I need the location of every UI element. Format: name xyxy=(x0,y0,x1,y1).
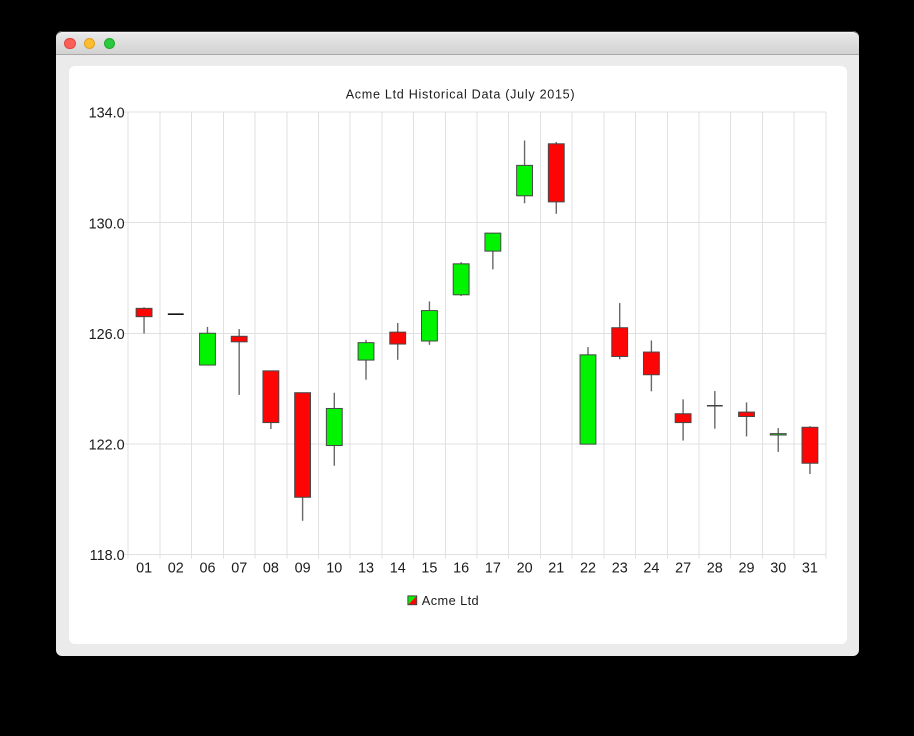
svg-text:13: 13 xyxy=(358,561,374,577)
svg-text:122.0: 122.0 xyxy=(89,438,125,454)
svg-text:17: 17 xyxy=(485,561,501,577)
svg-text:07: 07 xyxy=(231,561,247,577)
svg-text:20: 20 xyxy=(517,561,533,577)
svg-text:22: 22 xyxy=(580,561,596,577)
svg-text:16: 16 xyxy=(453,561,469,577)
svg-text:21: 21 xyxy=(548,561,564,577)
svg-text:10: 10 xyxy=(326,561,342,577)
svg-text:28: 28 xyxy=(707,561,723,577)
svg-text:29: 29 xyxy=(738,561,754,577)
svg-text:27: 27 xyxy=(675,561,691,577)
svg-text:15: 15 xyxy=(421,561,437,577)
svg-text:24: 24 xyxy=(643,561,659,577)
svg-text:08: 08 xyxy=(263,561,279,577)
svg-text:130.0: 130.0 xyxy=(89,216,125,232)
svg-text:126.0: 126.0 xyxy=(89,327,125,343)
svg-text:06: 06 xyxy=(199,561,215,577)
svg-text:Acme Ltd: Acme Ltd xyxy=(422,593,479,608)
svg-text:01: 01 xyxy=(136,561,152,577)
svg-text:30: 30 xyxy=(770,561,786,577)
svg-text:31: 31 xyxy=(802,561,818,577)
svg-text:14: 14 xyxy=(390,561,406,577)
svg-text:23: 23 xyxy=(612,561,628,577)
svg-text:Acme Ltd Historical Data (July: Acme Ltd Historical Data (July 2015) xyxy=(346,87,576,101)
svg-text:134.0: 134.0 xyxy=(89,106,125,122)
svg-text:09: 09 xyxy=(295,561,311,577)
svg-text:02: 02 xyxy=(168,561,184,577)
svg-text:118.0: 118.0 xyxy=(90,548,125,564)
